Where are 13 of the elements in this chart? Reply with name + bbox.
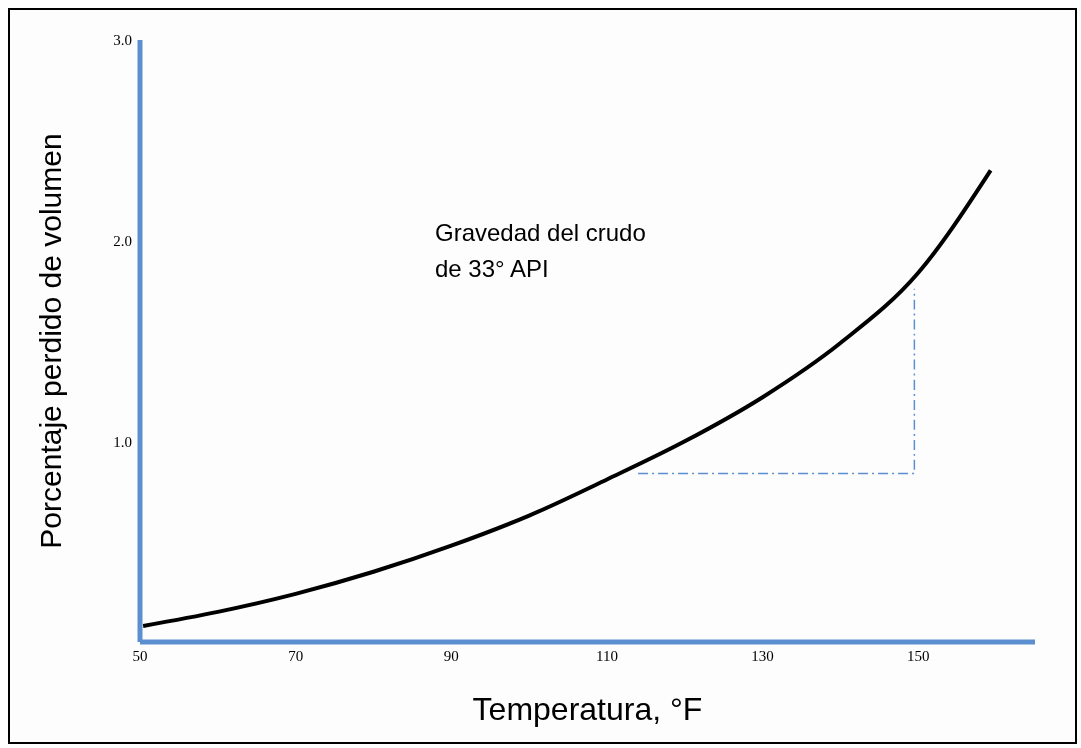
x-tick-label: 110	[595, 647, 618, 664]
x-tick-label: 90	[443, 647, 459, 664]
annotation: Gravedad del crudo de 33° API	[435, 218, 646, 284]
x-tick-label: 50	[132, 647, 148, 664]
y-tick-label: 3.0	[113, 32, 132, 49]
y-axis-title: Porcentaje perdido de volumen	[33, 133, 67, 549]
y-tick-label: 2.0	[113, 232, 132, 249]
x-tick-label: 130	[751, 647, 774, 664]
line-series	[141, 168, 993, 628]
x-tick-label: 150	[907, 647, 930, 664]
x-axis-title: Temperatura, °F	[472, 691, 703, 727]
y-tick-label: 1.0	[113, 433, 132, 450]
x-tick-label: 70	[288, 647, 304, 664]
